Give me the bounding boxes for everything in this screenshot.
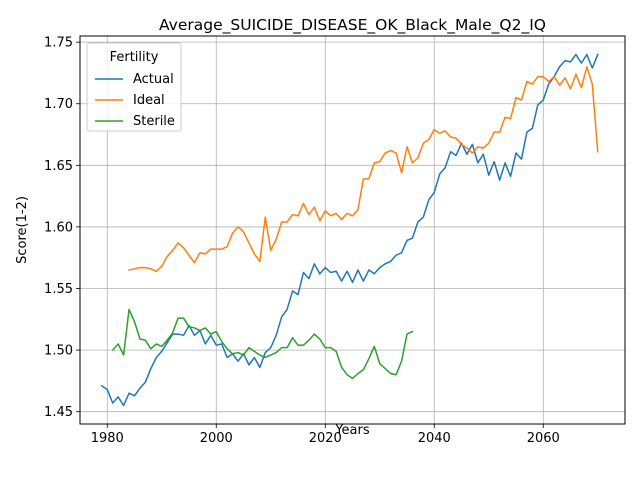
y-tick-label: 1.55 <box>44 282 73 297</box>
x-tick-label: 2020 <box>309 431 342 446</box>
legend-box <box>86 42 182 132</box>
x-tick-label: 2060 <box>527 431 560 446</box>
legend-label-actual: Actual <box>133 72 174 87</box>
y-tick-label: 1.70 <box>44 97 73 112</box>
y-axis: 1.45 1.50 1.55 1.60 1.65 1.70 1.75 <box>44 36 80 420</box>
x-tick-label: 2040 <box>418 431 451 446</box>
series-line-sterile <box>111 308 414 380</box>
x-tick-label: 2000 <box>200 431 233 446</box>
y-tick-label: 1.75 <box>44 36 73 51</box>
legend-label-ideal: Ideal <box>133 93 165 108</box>
chart-title: Average_SUICIDE_DISEASE_OK_Black_Male_Q2… <box>159 16 546 35</box>
y-tick-label: 1.50 <box>44 344 73 359</box>
y-axis-label: Score(1-2) <box>15 196 30 264</box>
x-axis: 1980 2000 2020 2040 2060 <box>91 424 560 446</box>
legend-title: Fertility <box>110 50 159 65</box>
legend-label-sterile: Sterile <box>133 114 175 129</box>
y-tick-label: 1.65 <box>44 159 73 174</box>
series-line-ideal <box>128 66 599 273</box>
series-lines <box>100 53 599 407</box>
legend: Fertility Actual Ideal Sterile <box>86 42 182 132</box>
series-line-actual <box>100 53 599 407</box>
y-tick-label: 1.45 <box>44 405 73 420</box>
x-axis-label: Years <box>334 423 370 438</box>
y-tick-label: 1.60 <box>44 220 73 235</box>
x-tick-label: 1980 <box>91 431 124 446</box>
plot-frame <box>79 35 626 425</box>
